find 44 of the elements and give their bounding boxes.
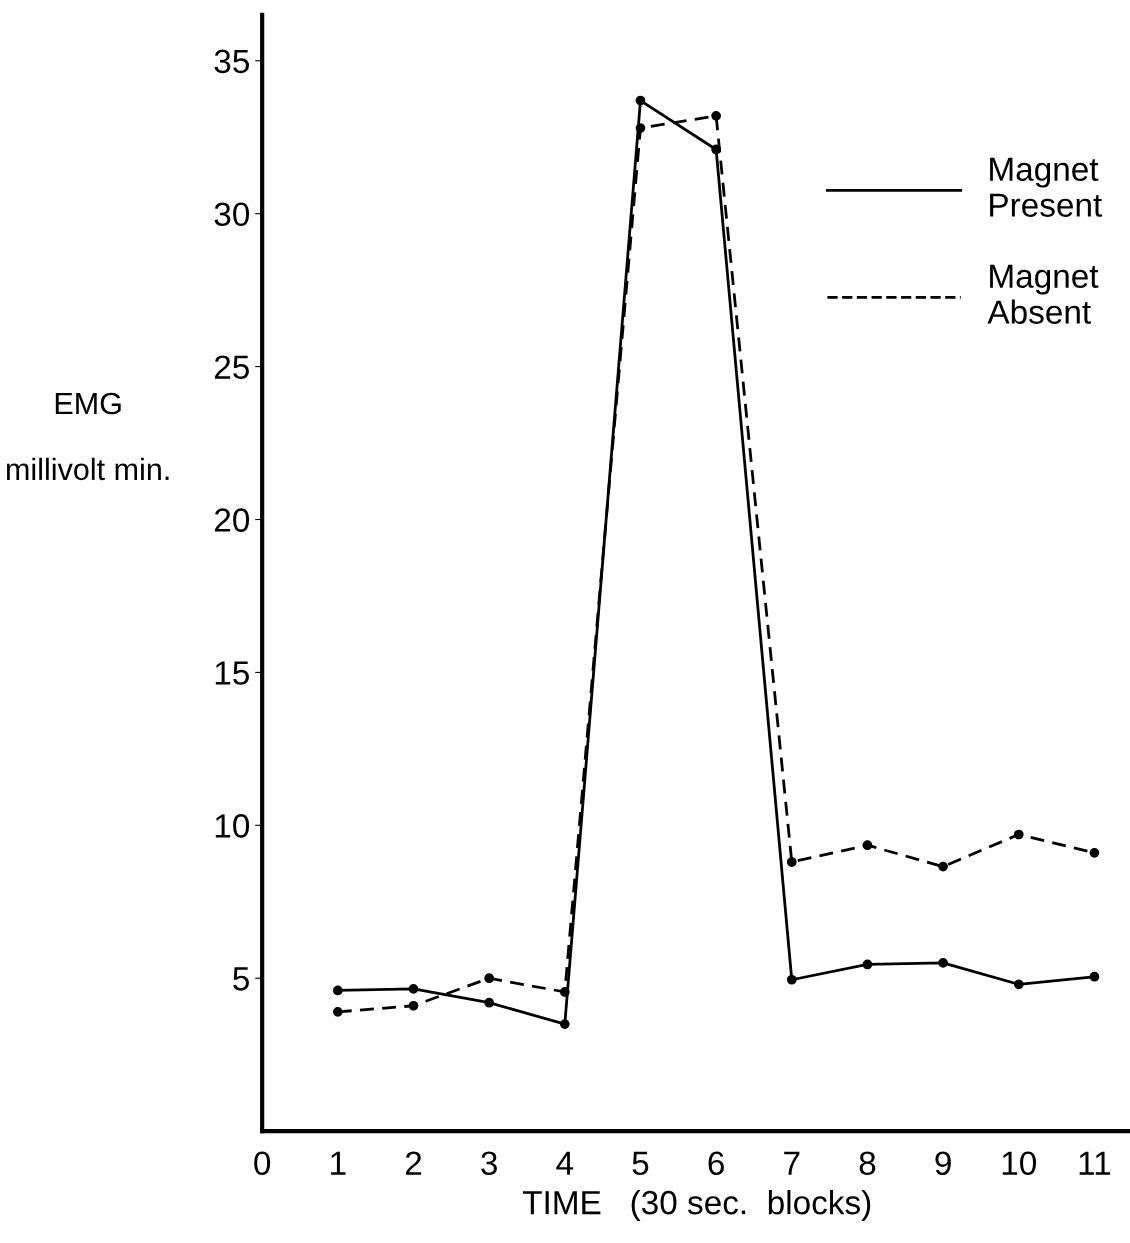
point: [559, 987, 570, 997]
point: [786, 857, 797, 867]
point: [938, 958, 948, 968]
legend-label: Magnet Absent: [987, 264, 1099, 324]
point: [559, 1019, 570, 1029]
point: [635, 95, 646, 106]
point: [332, 1007, 343, 1017]
text: EMG millivolt min.: [6, 392, 169, 481]
point: [484, 997, 495, 1008]
x-tick-label: 1: [331, 1151, 346, 1175]
x-tick-label: 11: [1079, 1151, 1111, 1175]
point: [862, 959, 873, 970]
y-tick-label: 25: [214, 355, 249, 380]
point: [1089, 971, 1100, 982]
point: [1089, 847, 1100, 858]
point: [1013, 829, 1024, 840]
y-tick-label: 20: [214, 508, 250, 532]
y-tick-label: 35: [214, 49, 249, 74]
point: [1013, 979, 1024, 990]
point: [332, 985, 343, 996]
x-tick-label: 2: [405, 1151, 422, 1175]
x-tick-label: 10: [1002, 1151, 1037, 1176]
point: [408, 1000, 419, 1011]
point: [786, 974, 797, 985]
point: [408, 984, 419, 994]
y-tick-label: 10: [215, 814, 250, 838]
x-tick-label: 4: [556, 1151, 574, 1175]
x-tick-label: 0: [254, 1151, 271, 1176]
legend-label: Magnet Present: [990, 157, 1103, 217]
y-tick-label: 15: [215, 661, 249, 685]
x-tick-label: 6: [708, 1151, 724, 1176]
point: [711, 110, 721, 121]
x-tick-label: 5: [632, 1151, 649, 1176]
x-tick-label: 9: [935, 1151, 951, 1176]
y-tick-label: 5: [233, 967, 249, 991]
point: [862, 840, 873, 851]
point: [938, 861, 948, 872]
point: [635, 123, 646, 133]
x-tick-label: 7: [784, 1151, 800, 1175]
y-tick-label: 30: [214, 202, 250, 227]
point: [484, 973, 495, 984]
x-axis-title: TIME (30 sec. blocks): [522, 1189, 871, 1222]
x-tick-label: 3: [481, 1151, 497, 1176]
x-tick-label: 8: [859, 1151, 876, 1176]
